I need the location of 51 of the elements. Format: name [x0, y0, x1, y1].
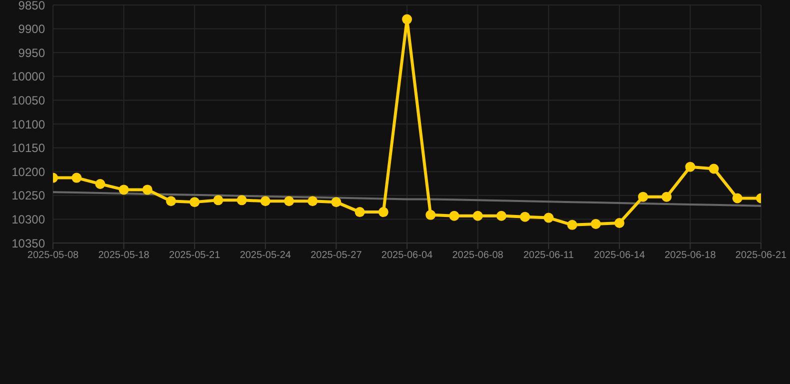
x-tick-label: 2025-05-24 [240, 250, 292, 262]
y-tick-label: 10150 [12, 141, 46, 156]
x-tick-label: 2025-06-08 [452, 250, 504, 262]
y-tick-label: 10250 [12, 188, 46, 203]
point [190, 197, 200, 208]
point [708, 164, 719, 174]
y-tick-label: 9950 [18, 46, 46, 60]
x-tick-label: 2025-06-18 [664, 250, 716, 262]
point [213, 195, 224, 206]
y-tick-label: 10000 [12, 70, 46, 84]
x-tick-label: 2025-05-18 [98, 250, 150, 262]
point [378, 207, 388, 218]
y-tick-label: 9900 [18, 22, 46, 36]
y-tick-label: 10200 [12, 164, 46, 179]
point [590, 218, 601, 229]
x-tick-label: 2025-05-08 [27, 250, 80, 262]
point [331, 197, 342, 208]
point [544, 212, 554, 223]
point [732, 193, 742, 204]
point [402, 14, 412, 24]
x-tick-label: 2025-05-21 [169, 250, 221, 262]
y-tick-label: 10100 [12, 117, 46, 132]
point [496, 210, 506, 221]
point [426, 210, 436, 220]
point [95, 178, 106, 189]
y-tick-label: 9850 [18, 0, 46, 12]
point [638, 192, 648, 202]
point [284, 196, 294, 206]
x-tick-label: 2025-05-27 [310, 250, 362, 262]
point [662, 192, 672, 202]
point [354, 207, 365, 218]
point [118, 184, 129, 195]
point [567, 220, 578, 230]
y-tick-label: 10050 [12, 93, 46, 108]
y-tick-label: 10350 [12, 236, 46, 250]
x-tick-label: 2025-06-11 [523, 250, 574, 262]
point [72, 172, 82, 183]
point [142, 184, 152, 195]
y-tick-label: 10300 [12, 212, 46, 226]
point [236, 195, 247, 206]
point [166, 196, 176, 206]
point [614, 218, 624, 228]
point [685, 162, 696, 172]
point [472, 210, 483, 221]
point [308, 196, 318, 206]
x-tick-label: 2025-06-04 [381, 250, 434, 262]
x-tick-label: 2025-06-21 [735, 250, 788, 262]
point [260, 196, 270, 206]
x-tick-label: 2025-06-14 [594, 250, 646, 262]
point [449, 210, 460, 221]
point [520, 212, 530, 222]
